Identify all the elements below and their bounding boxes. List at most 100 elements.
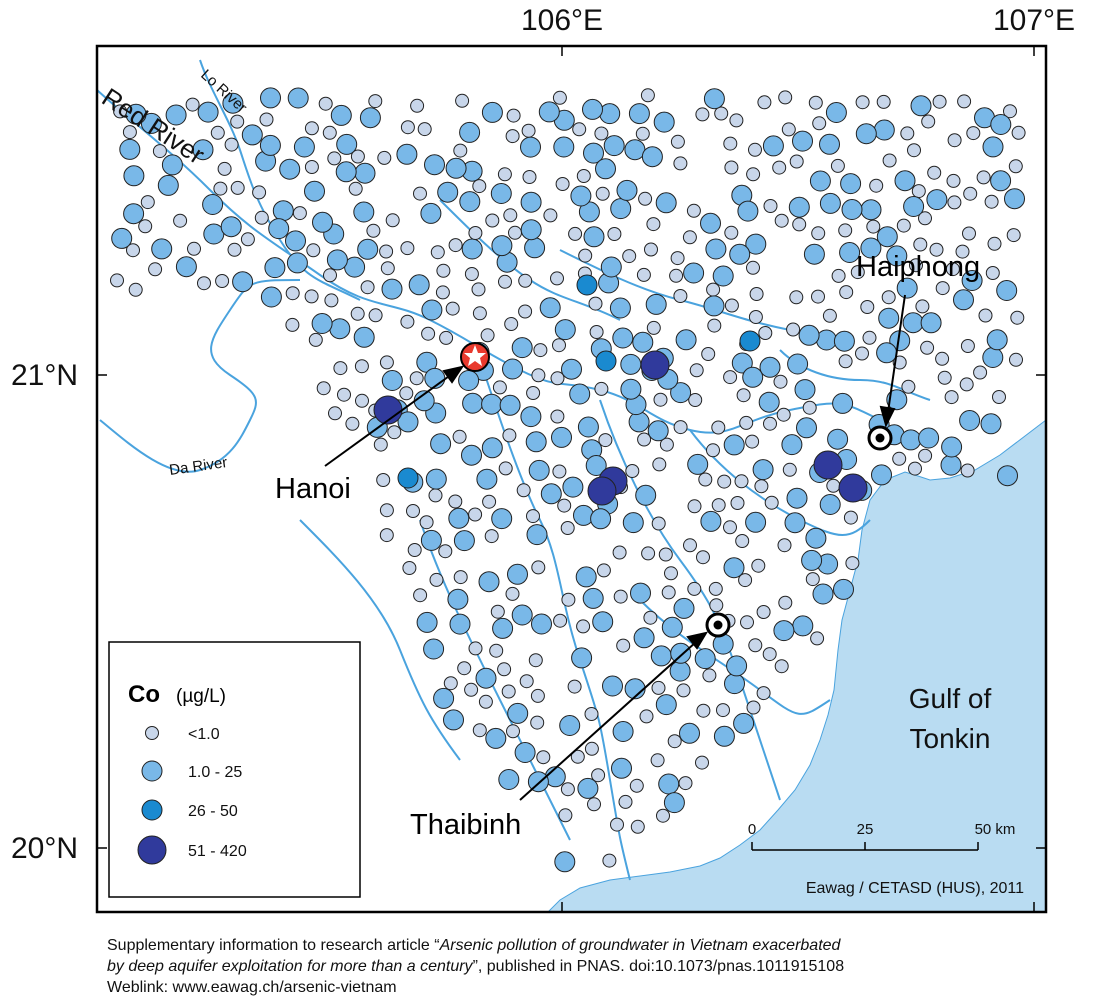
sample-point <box>462 392 484 414</box>
sample-point <box>285 286 300 301</box>
sample-point <box>165 104 187 126</box>
sample-point <box>881 290 896 305</box>
sample-point <box>742 366 764 388</box>
sample-point <box>787 353 809 375</box>
sample-point <box>661 616 683 638</box>
sample-point <box>506 724 520 739</box>
sample-point <box>673 289 688 303</box>
sample-point <box>449 613 471 635</box>
scale-tick-50: 50 km <box>975 821 1016 838</box>
sample-point <box>826 478 841 493</box>
sample-point <box>792 615 814 637</box>
sample-point-high <box>397 467 419 489</box>
sample-point <box>805 527 827 549</box>
sample-point <box>222 92 244 114</box>
sample-point <box>812 116 827 131</box>
sample-point <box>551 426 572 448</box>
sample-point <box>953 289 974 311</box>
sample-point <box>577 777 599 799</box>
sample-point <box>830 158 845 173</box>
sample-point <box>962 226 976 241</box>
sample-point <box>478 694 493 709</box>
sample-point <box>653 392 668 407</box>
sample-point <box>518 273 533 288</box>
caption-line-1: Supplementary information to research ar… <box>107 937 841 954</box>
sample-point <box>723 434 745 456</box>
sample-point <box>582 587 604 609</box>
sample-point <box>913 237 928 252</box>
sample-point <box>530 715 545 730</box>
sample-point <box>202 194 224 215</box>
sample-point <box>377 150 392 165</box>
city-arrows <box>324 294 906 801</box>
hanoi-arrow <box>324 373 453 467</box>
sample-point <box>312 211 333 233</box>
sample-point <box>701 347 716 361</box>
sample-point <box>531 368 546 383</box>
sample-point <box>612 327 634 349</box>
sample-point <box>673 420 688 435</box>
thaibinh-arrow <box>519 641 697 801</box>
sample-point <box>819 192 841 214</box>
sample-point <box>379 244 394 259</box>
sample-point <box>1003 104 1017 119</box>
sample-point <box>635 484 657 506</box>
sample-point <box>408 274 430 296</box>
sample-point <box>748 638 763 653</box>
sample-point <box>794 379 816 401</box>
sample-point <box>311 313 333 334</box>
sample-point <box>947 133 962 148</box>
sample-point <box>602 853 617 868</box>
sample-point <box>609 297 631 319</box>
sample-point <box>855 123 877 145</box>
sample-point <box>645 293 667 315</box>
sample-point <box>232 271 254 293</box>
sample-point <box>661 585 676 600</box>
sample-point <box>400 314 415 329</box>
sample-point <box>379 355 394 370</box>
sample-point <box>576 619 591 634</box>
sample-point <box>781 434 803 456</box>
sample-point <box>350 306 365 321</box>
lon-label-106: 106°E <box>521 4 603 37</box>
sample-point <box>508 225 522 240</box>
sample-point <box>464 682 479 697</box>
sample-point <box>461 444 482 466</box>
sample-point <box>723 370 738 385</box>
sample-point <box>128 282 143 297</box>
sample-point-high <box>595 350 617 372</box>
sample-point <box>498 274 512 289</box>
gulf-label-line1: Gulf of <box>909 683 992 714</box>
sample-point <box>569 383 591 405</box>
sample-point <box>703 295 725 317</box>
sample-point <box>350 149 365 164</box>
sample-point <box>896 277 918 299</box>
legend-symbol-3 <box>137 835 167 865</box>
sample-point <box>670 134 685 149</box>
sample-point <box>119 138 141 160</box>
sample-point <box>789 154 804 169</box>
sample-point <box>259 112 274 127</box>
sample-point <box>726 655 748 677</box>
sample-point <box>445 157 467 179</box>
sample-point <box>354 359 369 374</box>
sample-point <box>763 199 778 213</box>
sample-point <box>490 604 505 619</box>
sample-point <box>328 406 342 421</box>
sample-point <box>293 136 315 158</box>
sample-point <box>525 431 547 453</box>
sample-point <box>639 709 654 724</box>
sample-point <box>489 643 504 658</box>
sample-point <box>476 468 498 490</box>
sample-point <box>737 200 759 222</box>
sample-point <box>560 782 575 797</box>
sample-point <box>459 191 481 213</box>
sample-point <box>359 107 381 129</box>
sample-point <box>241 124 263 146</box>
sample-point <box>611 757 632 779</box>
sample-point <box>519 674 534 689</box>
sample-point <box>723 136 738 151</box>
sample-point <box>935 281 950 296</box>
sample-point <box>1008 159 1023 174</box>
sample-point <box>886 245 908 267</box>
